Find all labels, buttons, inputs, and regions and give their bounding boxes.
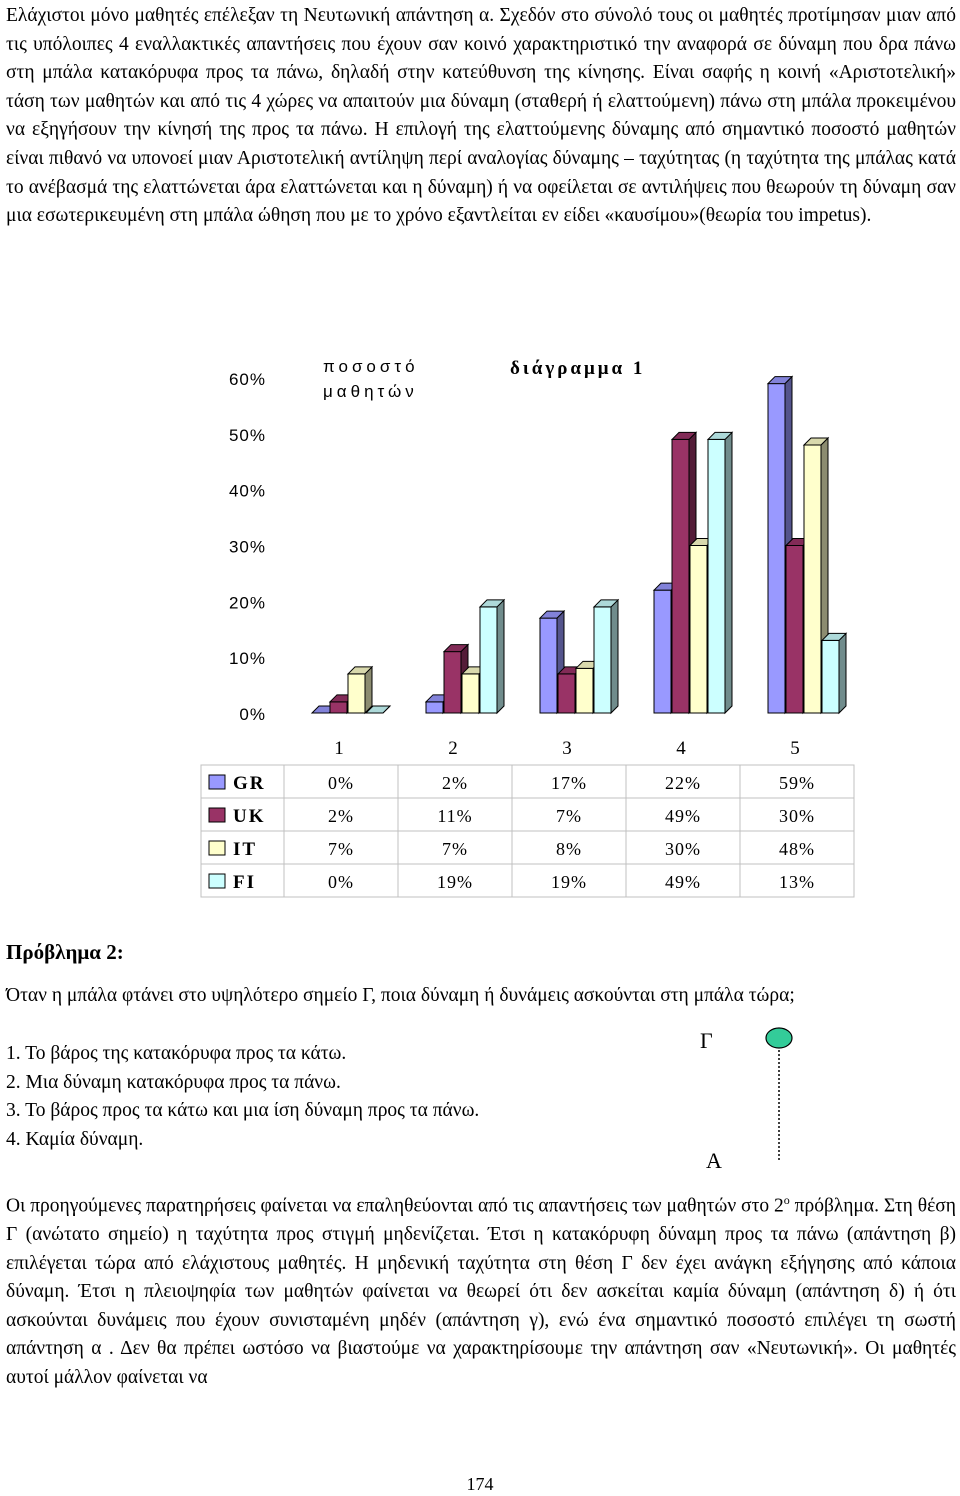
table-cell-value: 11%: [437, 806, 472, 826]
table-cell-value: 7%: [442, 839, 468, 859]
page-number: 174: [466, 1474, 494, 1494]
bar-side-fi: [610, 598, 619, 715]
conclusion-text-rest: πρόβλημα. Στη θέση Γ (ανώτατο σημείο) η …: [6, 1195, 956, 1389]
bar-fi: [821, 639, 840, 714]
bar-chart: ποσοστό μαθητών διάγραμμα 1 60% 50% 40% 30%…: [0, 340, 960, 900]
bar-uk: [671, 438, 690, 714]
table-cell-value: 7%: [328, 839, 354, 859]
bar-uk: [557, 673, 576, 714]
y-tick-label: 0%: [239, 705, 266, 724]
bar-top-fi: [364, 705, 392, 714]
table-cell-value: 2%: [442, 773, 468, 793]
bar-top-it: [346, 666, 374, 675]
answer-options: 1. Το βάρος της κατακόρυφα προς τα κάτω.…: [6, 1040, 479, 1154]
table-cell-value: 22%: [665, 773, 701, 793]
bar-fi: [593, 606, 612, 714]
ordinal-superscript: ο: [783, 1193, 790, 1207]
bar-it: [689, 545, 708, 714]
answer-option: 2. Μια δύναμη κατακόρυφα προς τα πάνω.: [6, 1071, 341, 1093]
table-cell-value: 59%: [779, 773, 815, 793]
bar-gr: [653, 589, 672, 714]
chart-ylabel-line2: μαθητών: [323, 382, 418, 401]
bar-side-fi: [724, 431, 733, 715]
answer-option: 3. Το βάρος προς τα κάτω και μια ίση δύν…: [6, 1100, 480, 1122]
x-category-label: 1: [334, 738, 344, 759]
legend-swatch-uk: [208, 807, 226, 823]
bar-top-gr: [766, 376, 794, 385]
bar-top-gr: [538, 610, 566, 619]
legend-series-name: FI: [233, 872, 256, 893]
legend-swatch-it: [208, 840, 226, 856]
ball-icon: [765, 1027, 793, 1049]
x-category-label: 3: [562, 738, 572, 759]
intro-paragraph: Ελάχιστοι μόνο μαθητές επέλεξαν τη Νευτω…: [6, 5, 956, 227]
y-tick-label: 60%: [229, 370, 266, 389]
table-cell-value: 0%: [328, 872, 354, 892]
legend-swatch-gr: [208, 774, 226, 790]
bar-top-fi: [820, 632, 848, 641]
problem-heading: Πρόβλημα 2:: [6, 940, 124, 964]
table-cell-value: 30%: [779, 806, 815, 826]
x-category-label: 4: [676, 738, 686, 759]
legend-series-name: UK: [233, 806, 266, 827]
bar-top-uk: [442, 644, 470, 653]
bar-side-it: [364, 665, 373, 715]
table-cell-value: 8%: [556, 839, 582, 859]
bar-top-uk: [670, 431, 698, 440]
bar-uk: [443, 651, 462, 714]
bar-side-fi: [838, 632, 847, 715]
y-tick-label: 10%: [229, 649, 266, 668]
answer-option: 4. Καμία δύναμη.: [6, 1128, 144, 1150]
table-cell-value: 49%: [665, 806, 701, 826]
x-category-label: 2: [448, 738, 458, 759]
y-tick-label: 30%: [229, 538, 266, 557]
bar-top-fi: [592, 599, 620, 608]
table-cell-value: 49%: [665, 872, 701, 892]
y-tick-label: 40%: [229, 482, 266, 501]
table-cell-value: 19%: [437, 872, 473, 892]
answer-option: 1. Το βάρος της κατακόρυφα προς τα κάτω.: [6, 1043, 347, 1064]
bar-it: [575, 667, 594, 714]
ball-figure: [765, 1027, 793, 1162]
table-cell-value: 13%: [779, 872, 815, 892]
bar-top-it: [802, 437, 830, 446]
bar-uk: [329, 701, 348, 714]
chart-title: διάγραμμα 1: [510, 358, 645, 379]
legend-series-name: IT: [233, 839, 257, 860]
chart-svg: ποσοστό μαθητών διάγραμμα 1 60%50%40%30%…: [200, 357, 855, 898]
bar-gr: [767, 383, 786, 714]
table-cell-value: 30%: [665, 839, 701, 859]
y-tick-label: 20%: [229, 593, 266, 612]
bar-it: [461, 673, 480, 714]
table-cell-value: 2%: [328, 806, 354, 826]
legend-swatch-fi: [208, 873, 226, 889]
legend-series-name: GR: [233, 773, 266, 794]
bar-top-fi: [706, 431, 734, 440]
table-cell-value: 48%: [779, 839, 815, 859]
table-cell-value: 0%: [328, 773, 354, 793]
bar-gr: [539, 617, 558, 714]
chart-ylabel-line1: ποσοστό: [323, 357, 419, 376]
conclusion-paragraph: Οι προηγούμενες παρατηρήσεις φαίνεται να…: [6, 1186, 956, 1393]
figure-label-bottom: Α: [706, 1148, 722, 1173]
bar-top-fi: [478, 599, 506, 608]
table-cell-value: 19%: [551, 872, 587, 892]
bar-fi: [707, 438, 726, 714]
table-cell-value: 7%: [556, 806, 582, 826]
table-cell-value: 17%: [551, 773, 587, 793]
bar-side-fi: [496, 598, 505, 715]
bar-fi: [479, 606, 498, 714]
bar-gr: [425, 701, 444, 714]
bar-uk: [785, 545, 804, 714]
bar-it: [347, 673, 366, 714]
y-tick-label: 50%: [229, 426, 266, 445]
bar-it: [803, 444, 822, 714]
figure-label-top: Γ: [700, 1028, 713, 1053]
conclusion-text-start: Οι προηγούμενες παρατηρήσεις φαίνεται να…: [6, 1195, 784, 1217]
problem-question: Όταν η μπάλα φτάνει στο υψηλότερο σημείο…: [6, 985, 795, 1006]
x-category-label: 5: [790, 738, 800, 759]
